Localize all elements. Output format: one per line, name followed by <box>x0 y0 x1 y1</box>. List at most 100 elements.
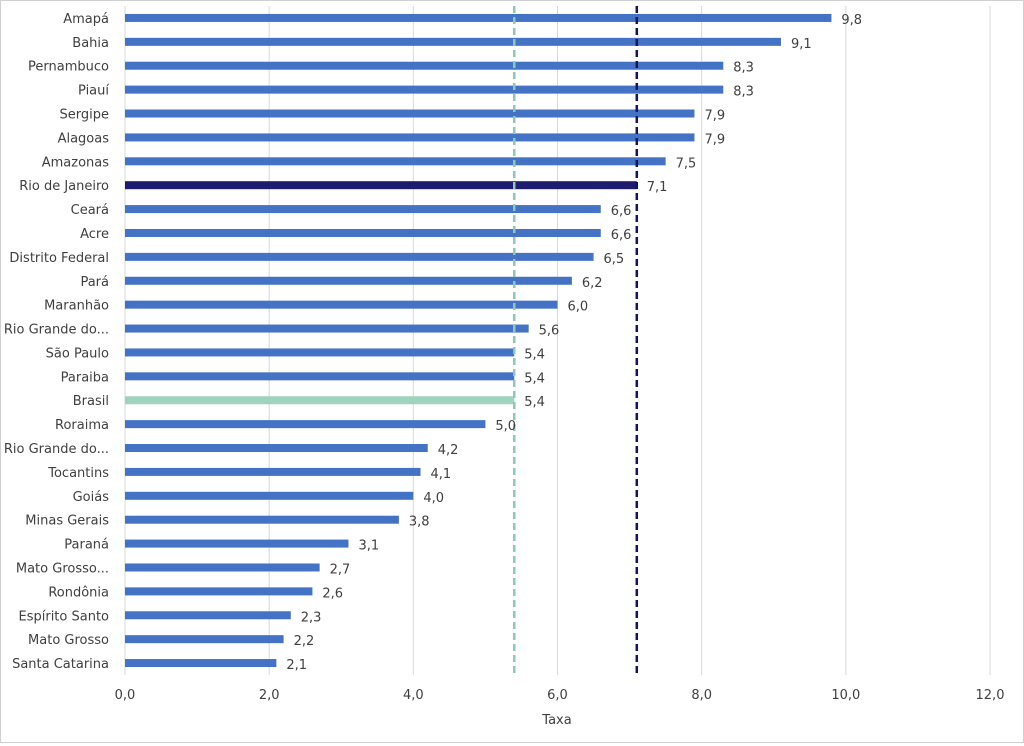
value-label: 7,5 <box>676 156 697 171</box>
value-label: 8,3 <box>733 61 754 76</box>
bar <box>125 109 695 118</box>
bar <box>125 276 572 285</box>
value-label: 7,1 <box>647 180 668 195</box>
value-label: 2,2 <box>294 634 315 649</box>
bar <box>125 181 637 190</box>
category-label: Piauí <box>78 84 109 99</box>
bar <box>125 205 601 214</box>
value-label: 5,4 <box>524 347 545 362</box>
bar <box>125 444 428 453</box>
value-labels: 9,8 9,1 8,3 8,3 7,9 7,9 7,5 7,1 6,6 6,6 6,56,2 6,0 5… <box>286 13 862 673</box>
bar <box>125 635 284 644</box>
value-label: 6,0 <box>568 300 589 315</box>
value-label: 5,6 <box>539 324 560 339</box>
bar <box>125 85 724 94</box>
x-axis-title: Taxa <box>541 713 571 728</box>
value-label: 6,6 <box>611 204 632 219</box>
bar <box>125 539 349 548</box>
value-label: 9,1 <box>791 37 812 52</box>
value-label: 4,1 <box>431 467 452 482</box>
bar <box>125 396 515 405</box>
category-label: Tocantins <box>47 466 109 481</box>
category-label: Rio de Janeiro <box>19 179 109 194</box>
x-tick-label: 6,0 <box>547 688 568 703</box>
category-label: Rio Grande do... <box>4 442 109 457</box>
x-tick-label: 8,0 <box>691 688 712 703</box>
value-label: 8,3 <box>733 85 754 100</box>
category-label: Goiás <box>73 490 110 505</box>
bar <box>125 611 291 620</box>
category-label: Amazonas <box>42 155 110 170</box>
x-tick-label: 4,0 <box>403 688 424 703</box>
reference-lines <box>513 6 639 675</box>
value-label: 7,9 <box>704 132 725 147</box>
value-label: 5,0 <box>495 419 516 434</box>
category-label: Minas Gerais <box>25 514 109 529</box>
category-label: Sergipe <box>60 108 109 123</box>
bar <box>125 157 666 166</box>
category-label: Espírito Santo <box>19 609 110 624</box>
category-label: Paraná <box>64 538 109 553</box>
x-tick-label: 0,0 <box>115 688 136 703</box>
x-tick-label: 12,0 <box>976 688 1005 703</box>
category-label: Mato Grosso <box>28 633 109 648</box>
bar <box>125 587 313 596</box>
category-label: Rondônia <box>48 585 109 600</box>
bars <box>125 13 832 668</box>
category-label: Maranhão <box>44 299 109 314</box>
category-label: Alagoas <box>58 131 110 146</box>
value-label: 2,6 <box>322 586 343 601</box>
value-label: 6,6 <box>611 228 632 243</box>
category-label: São Paulo <box>46 346 109 361</box>
x-tick-label: 10,0 <box>831 688 860 703</box>
category-label: Brasil <box>73 394 109 409</box>
category-labels: Amapá Bahia Pernambuco Piauí Sergipe Alagoas A… <box>4 12 110 672</box>
value-label: 4,0 <box>423 491 444 506</box>
category-label: Paraiba <box>61 370 109 385</box>
bar <box>125 420 486 429</box>
bar <box>125 515 399 524</box>
value-label: 2,1 <box>286 658 307 673</box>
bar <box>125 324 529 333</box>
category-label: Mato Grosso... <box>16 561 109 576</box>
value-label: 5,4 <box>524 371 545 386</box>
bar <box>125 252 594 261</box>
value-label: 6,2 <box>582 276 603 291</box>
bar <box>125 133 695 142</box>
value-label: 2,7 <box>330 562 351 577</box>
bar <box>125 659 277 668</box>
value-label: 6,5 <box>604 252 625 267</box>
category-label: Ceará <box>71 203 109 218</box>
category-label: Santa Catarina <box>12 657 109 672</box>
bar <box>125 563 320 572</box>
category-label: Rio Grande do... <box>4 323 109 338</box>
value-label: 3,1 <box>358 539 379 554</box>
value-label: 5,4 <box>524 395 545 410</box>
bar <box>125 37 781 46</box>
bar <box>125 61 724 70</box>
x-tick-labels: 0,0 2,0 4,0 6,0 8,0 10,0 12,0 <box>115 688 1005 703</box>
category-label: Roraima <box>55 418 109 433</box>
category-label: Amapá <box>63 12 109 27</box>
bar <box>125 467 421 476</box>
x-tick-label: 2,0 <box>259 688 280 703</box>
bar <box>125 300 558 309</box>
bar <box>125 348 515 357</box>
value-label: 4,2 <box>438 443 459 458</box>
category-label: Pernambuco <box>28 60 109 75</box>
bar <box>125 228 601 237</box>
value-label: 3,8 <box>409 515 430 530</box>
bar <box>125 491 414 500</box>
category-label: Acre <box>80 227 109 242</box>
value-label: 9,8 <box>841 13 862 28</box>
category-label: Bahia <box>72 36 109 51</box>
value-label: 2,3 <box>301 610 322 625</box>
grid-lines <box>124 6 991 675</box>
category-label: Distrito Federal <box>9 251 109 266</box>
bar <box>125 13 832 22</box>
value-label: 7,9 <box>704 109 725 124</box>
bar <box>125 372 515 381</box>
category-label: Pará <box>80 275 109 290</box>
